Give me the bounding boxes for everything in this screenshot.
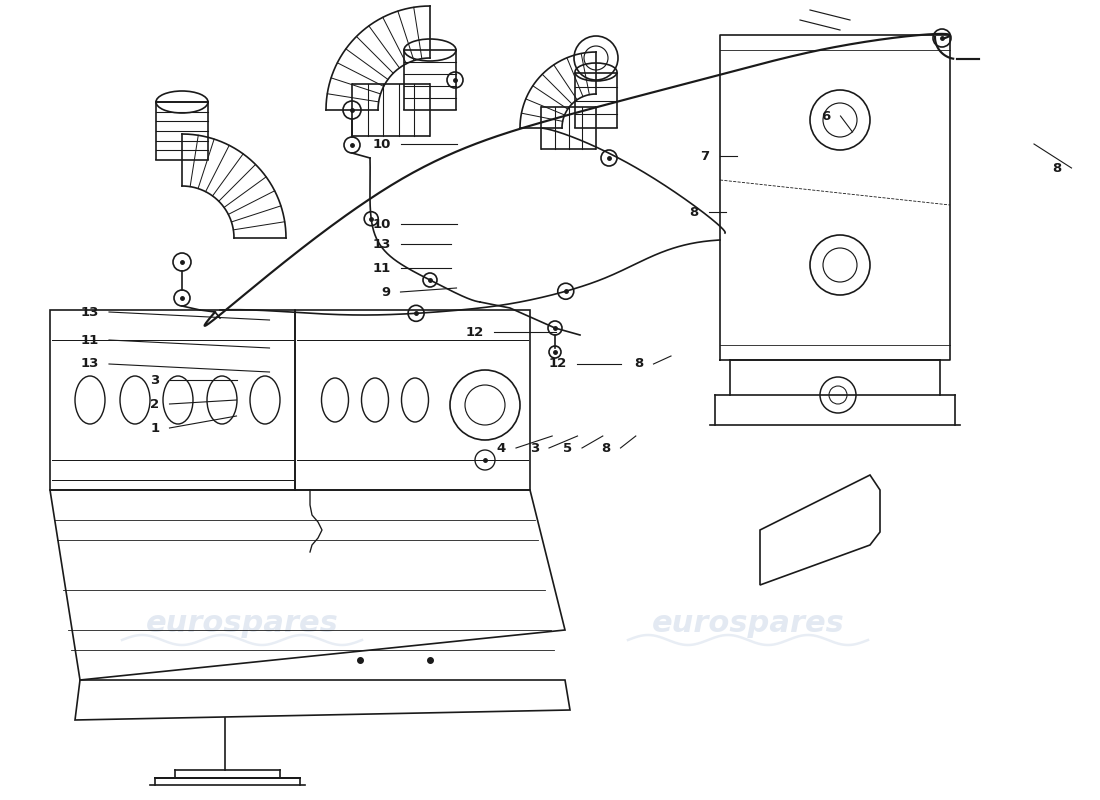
Text: 8: 8 [1053,162,1062,174]
Text: 9: 9 [382,286,390,298]
Text: 3: 3 [530,442,539,454]
Text: 8: 8 [602,442,610,454]
Text: 8: 8 [690,206,698,218]
Text: 4: 4 [497,442,506,454]
Text: eurospares: eurospares [145,610,339,638]
Text: 13: 13 [80,358,99,370]
Text: 10: 10 [372,138,390,150]
Text: 5: 5 [563,442,572,454]
Text: 7: 7 [701,150,710,162]
Text: 11: 11 [80,334,99,346]
Text: 12: 12 [548,358,566,370]
Text: 10: 10 [372,218,390,230]
Text: 3: 3 [151,374,160,386]
Text: 1: 1 [151,422,160,434]
Text: 6: 6 [822,110,830,122]
Text: 13: 13 [372,238,390,250]
Text: 13: 13 [80,306,99,318]
Text: eurospares: eurospares [651,610,845,638]
Text: 8: 8 [635,358,643,370]
Text: 2: 2 [151,398,160,410]
Text: 11: 11 [372,262,390,274]
Text: 12: 12 [465,326,484,338]
